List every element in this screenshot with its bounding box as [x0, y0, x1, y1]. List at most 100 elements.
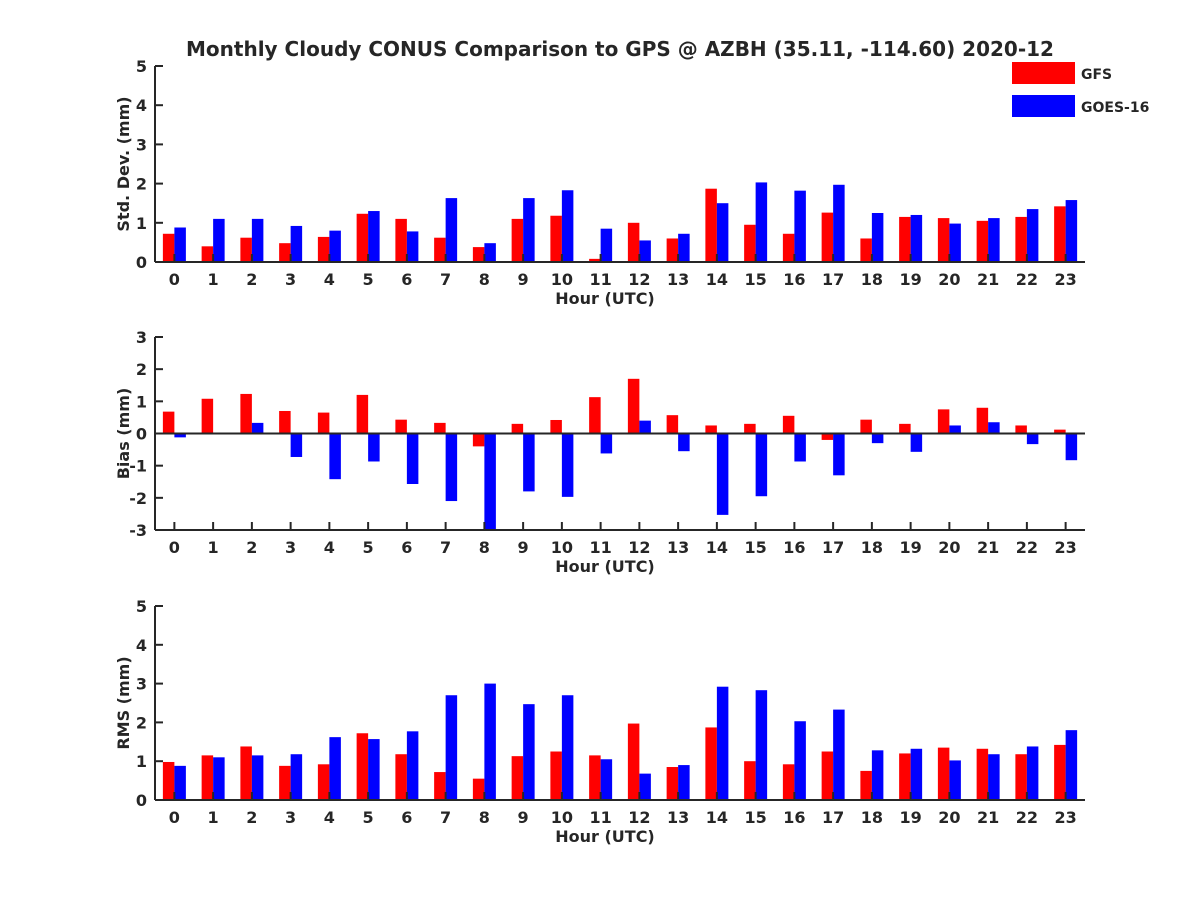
bar-goes16: [523, 433, 535, 492]
bar-gfs: [395, 218, 407, 262]
bar-goes16: [174, 227, 186, 262]
bar-goes16: [871, 213, 884, 262]
bar-gfs: [821, 212, 834, 262]
bar-goes16: [329, 230, 341, 262]
x-tick-label: 20: [938, 270, 960, 289]
y-axis-label: Bias (mm): [114, 388, 133, 480]
bar-goes16: [794, 721, 806, 800]
y-tick-label: 1: [136, 752, 147, 771]
legend-entry-gfs: GFS: [1012, 62, 1112, 84]
bar-gfs: [627, 378, 640, 434]
bar-gfs: [162, 233, 175, 262]
bar-gfs: [511, 756, 524, 800]
bar-gfs: [395, 754, 407, 800]
bar-goes16: [484, 243, 496, 262]
bar-gfs: [279, 243, 291, 262]
x-tick-label: 4: [324, 270, 335, 289]
x-tick-label: 9: [518, 808, 529, 827]
bar-gfs: [201, 755, 214, 800]
x-tick-label: 14: [706, 808, 728, 827]
bar-goes16: [1065, 200, 1078, 262]
bar-gfs: [821, 433, 834, 440]
bar-gfs: [550, 751, 562, 800]
bar-gfs: [240, 393, 252, 434]
x-tick-label: 22: [1016, 808, 1038, 827]
x-tick-label: 16: [783, 538, 805, 557]
x-tick-label: 13: [667, 538, 689, 557]
bar-goes16: [716, 686, 729, 800]
bar-goes16: [174, 433, 186, 438]
bar-goes16: [639, 240, 651, 262]
bar-goes16: [1065, 730, 1078, 800]
bar-gfs: [1054, 744, 1066, 800]
x-tick-label: 6: [401, 538, 412, 557]
bar-goes16: [1026, 433, 1039, 445]
bar-goes16: [445, 198, 458, 262]
x-tick-label: 0: [169, 808, 180, 827]
y-tick-label: 2: [136, 360, 147, 379]
x-tick-label: 3: [285, 538, 296, 557]
bar-goes16: [639, 773, 651, 800]
x-tick-label: 5: [363, 538, 374, 557]
x-tick-label: 1: [208, 808, 219, 827]
bar-gfs: [860, 770, 872, 800]
bar-goes16: [251, 422, 264, 434]
bar-gfs: [976, 220, 989, 262]
bar-gfs: [162, 761, 175, 800]
x-tick-label: 6: [401, 808, 412, 827]
bar-gfs: [782, 764, 795, 800]
x-tick-label: 18: [861, 270, 883, 289]
bar-goes16: [833, 184, 845, 262]
bar-gfs: [899, 753, 911, 800]
y-tick-label: -1: [129, 457, 147, 476]
y-tick-label: -2: [129, 489, 147, 508]
x-tick-label: 8: [479, 270, 490, 289]
bar-goes16: [755, 182, 768, 262]
x-tick-label: 22: [1016, 538, 1038, 557]
y-tick-label: 1: [136, 392, 147, 411]
bar-gfs: [744, 423, 756, 434]
x-tick-label: 14: [706, 270, 728, 289]
x-tick-label: 19: [899, 808, 921, 827]
bar-goes16: [833, 709, 845, 800]
bar-goes16: [484, 683, 496, 800]
bar-goes16: [445, 433, 458, 502]
bar-gfs: [550, 419, 562, 434]
bar-gfs: [472, 247, 485, 262]
bar-gfs: [356, 394, 369, 434]
x-tick-label: 3: [285, 808, 296, 827]
x-tick-label: 7: [440, 538, 451, 557]
x-tick-label: 23: [1054, 808, 1076, 827]
bar-gfs: [666, 767, 679, 800]
x-tick-label: 19: [899, 538, 921, 557]
x-tick-label: 4: [324, 808, 335, 827]
bar-gfs: [395, 419, 407, 434]
bar-gfs: [511, 423, 524, 434]
bar-goes16: [600, 433, 613, 454]
bar-gfs: [1015, 425, 1027, 434]
x-tick-label: 13: [667, 808, 689, 827]
x-tick-label: 8: [479, 808, 490, 827]
x-tick-label: 13: [667, 270, 689, 289]
x-tick-label: 7: [440, 808, 451, 827]
bar-goes16: [290, 225, 303, 262]
bar-gfs: [511, 218, 524, 262]
x-tick-label: 8: [479, 538, 490, 557]
bar-goes16: [329, 737, 341, 800]
bar-goes16: [1026, 746, 1039, 800]
x-tick-label: 23: [1054, 538, 1076, 557]
x-tick-label: 22: [1016, 270, 1038, 289]
x-tick-label: 23: [1054, 270, 1076, 289]
bar-goes16: [290, 754, 303, 800]
x-tick-label: 11: [589, 808, 611, 827]
bar-gfs: [1015, 216, 1027, 262]
x-axis-label: Hour (UTC): [555, 827, 655, 846]
bar-gfs: [434, 237, 446, 262]
x-tick-label: 7: [440, 270, 451, 289]
bar-gfs: [162, 411, 175, 434]
